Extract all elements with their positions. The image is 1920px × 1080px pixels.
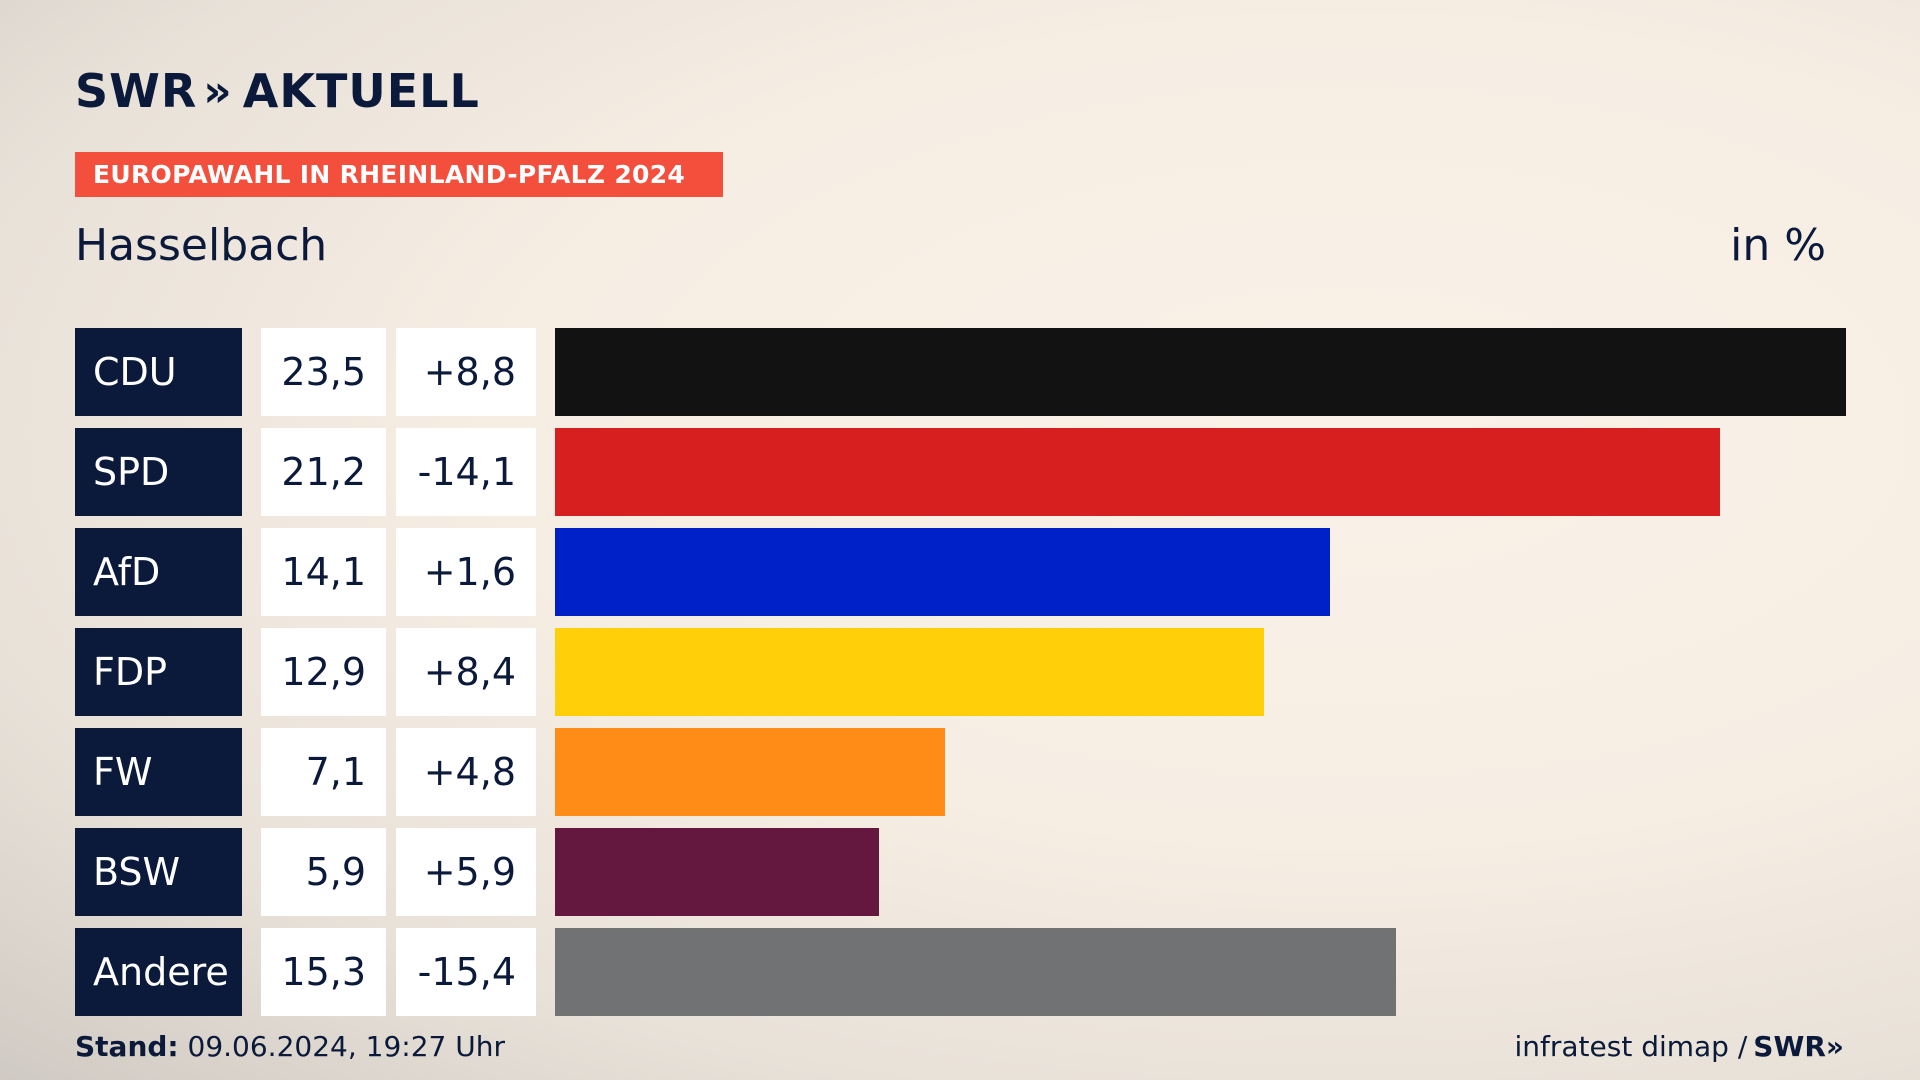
party-label: FDP	[75, 628, 242, 716]
vote-share-label: 15,3	[261, 928, 386, 1016]
party-label: FW	[75, 728, 242, 816]
vote-share-label: 21,2	[261, 428, 386, 516]
party-label: SPD	[75, 428, 242, 516]
vote-share-label: 12,9	[261, 628, 386, 716]
bar-fw	[555, 728, 945, 816]
party-label: BSW	[75, 828, 242, 916]
stand-label: Stand:	[75, 1030, 179, 1063]
chart-row-bsw: BSW 5,9 +5,9	[75, 828, 1846, 916]
timestamp: Stand: 09.06.2024, 19:27 Uhr	[75, 1030, 505, 1063]
bar-fdp	[555, 628, 1264, 716]
chart-row-fdp: FDP 12,9 +8,4	[75, 628, 1846, 716]
vote-share-label: 5,9	[261, 828, 386, 916]
vote-change-label: +8,8	[396, 328, 536, 416]
unit-label: in %	[1730, 220, 1826, 271]
bar-andere	[555, 928, 1396, 1016]
bar-bsw	[555, 828, 879, 916]
vote-share-label: 23,5	[261, 328, 386, 416]
vote-change-label: +5,9	[396, 828, 536, 916]
vote-share-label: 7,1	[261, 728, 386, 816]
logo-swr: SWR	[75, 64, 198, 118]
party-label: Andere	[75, 928, 242, 1016]
bar-afd	[555, 528, 1330, 616]
location-title: Hasselbach	[75, 220, 328, 271]
source-credit: infratest dimap / SWR»	[1514, 1030, 1844, 1063]
chart-row-spd: SPD 21,2 -14,1	[75, 428, 1846, 516]
swr-aktuell-logo: SWR » AKTUELL	[75, 64, 480, 118]
stand-value: 09.06.2024, 19:27 Uhr	[178, 1030, 505, 1063]
source-text: infratest dimap /	[1514, 1030, 1748, 1063]
bar-cdu	[555, 328, 1846, 416]
vote-change-label: -14,1	[396, 428, 536, 516]
election-tag: EUROPAWAHL IN RHEINLAND-PFALZ 2024	[75, 152, 723, 197]
party-label: AfD	[75, 528, 242, 616]
results-chart: CDU 23,5 +8,8 SPD 21,2 -14,1 AfD 14,1 +1,6 FDP 12,…	[75, 328, 1846, 1016]
vote-change-label: -15,4	[396, 928, 536, 1016]
chart-row-afd: AfD 14,1 +1,6	[75, 528, 1846, 616]
vote-change-label: +8,4	[396, 628, 536, 716]
chart-row-andere: Andere 15,3 -15,4	[75, 928, 1846, 1016]
party-label: CDU	[75, 328, 242, 416]
chart-row-cdu: CDU 23,5 +8,8	[75, 328, 1846, 416]
logo-aktuell: AKTUELL	[242, 64, 480, 118]
logo-chevron-icon: »	[203, 65, 233, 117]
chart-row-fw: FW 7,1 +4,8	[75, 728, 1846, 816]
vote-share-label: 14,1	[261, 528, 386, 616]
bar-spd	[555, 428, 1720, 516]
source-brand: SWR»	[1753, 1030, 1844, 1063]
vote-change-label: +4,8	[396, 728, 536, 816]
vote-change-label: +1,6	[396, 528, 536, 616]
